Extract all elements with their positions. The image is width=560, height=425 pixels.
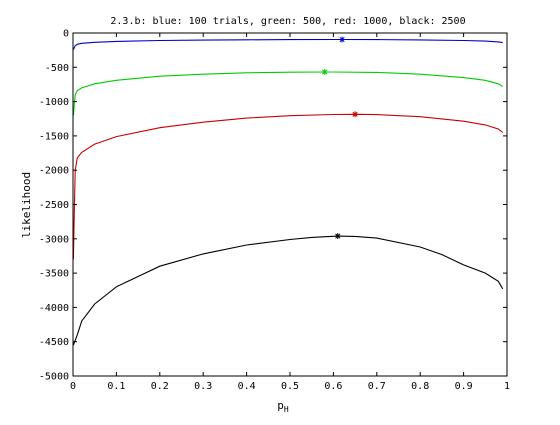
max-marker-1-d2 — [322, 69, 328, 75]
series-line-3 — [72, 235, 504, 346]
series-line-0 — [72, 38, 503, 50]
y-tick-label: -1500 — [39, 131, 69, 142]
chart-title: 2.3.b: blue: 100 trials, green: 500, red… — [110, 16, 465, 27]
y-tick-label: -2000 — [39, 166, 69, 177]
max-marker-0 — [339, 36, 346, 43]
x-tick-label: 0.2 — [151, 381, 169, 392]
x-tick-label: 0.7 — [368, 381, 386, 392]
series-line-2 — [72, 113, 504, 260]
y-tick-label: 0 — [63, 29, 69, 40]
y-tick-label: -1000 — [39, 97, 69, 108]
x-tick-label: 0 — [70, 381, 76, 392]
plot-frame-fill — [73, 33, 507, 376]
max-marker-1 — [321, 68, 328, 75]
x-tick-label: 0.3 — [194, 381, 212, 392]
x-axis-label-subscript: H — [284, 405, 289, 414]
max-marker-3 — [334, 233, 341, 240]
y-tick-label: -2500 — [39, 200, 69, 211]
x-tick-label: 0.9 — [455, 381, 473, 392]
x-tick-label: 1 — [504, 381, 510, 392]
x-tick-label: 0.1 — [107, 381, 125, 392]
series-layer — [72, 38, 504, 346]
marker-layer — [321, 36, 359, 240]
x-tick-label: 0.6 — [324, 381, 342, 392]
max-marker-2-d2 — [352, 111, 358, 117]
y-tick-label: -5000 — [39, 372, 69, 383]
x-tick-label: 0.8 — [411, 381, 429, 392]
x-axis-label-main: p — [277, 399, 284, 412]
max-marker-3-d2 — [335, 233, 341, 239]
axes-layer: 0 0.1 0.2 0.3 0.4 0.5 0.6 0.7 0.8 0.9 1 0 -500 -1000 -… — [39, 29, 510, 393]
max-marker-0-d2 — [339, 36, 345, 43]
y-tick-label: -500 — [45, 63, 69, 74]
y-tick-label: -3000 — [39, 234, 69, 245]
x-tick-label: 0.5 — [281, 381, 299, 392]
max-marker-2 — [352, 111, 359, 118]
series-line-1 — [72, 71, 503, 116]
x-tick-label: 0.4 — [238, 381, 256, 392]
y-tick-label: -3500 — [39, 269, 69, 280]
y-tick-label: -4500 — [39, 337, 69, 348]
y-axis-label: likelihood — [20, 172, 33, 238]
y-tick-label: -4000 — [39, 303, 69, 314]
plot-area — [73, 33, 507, 376]
x-axis-label: pH — [277, 399, 289, 414]
